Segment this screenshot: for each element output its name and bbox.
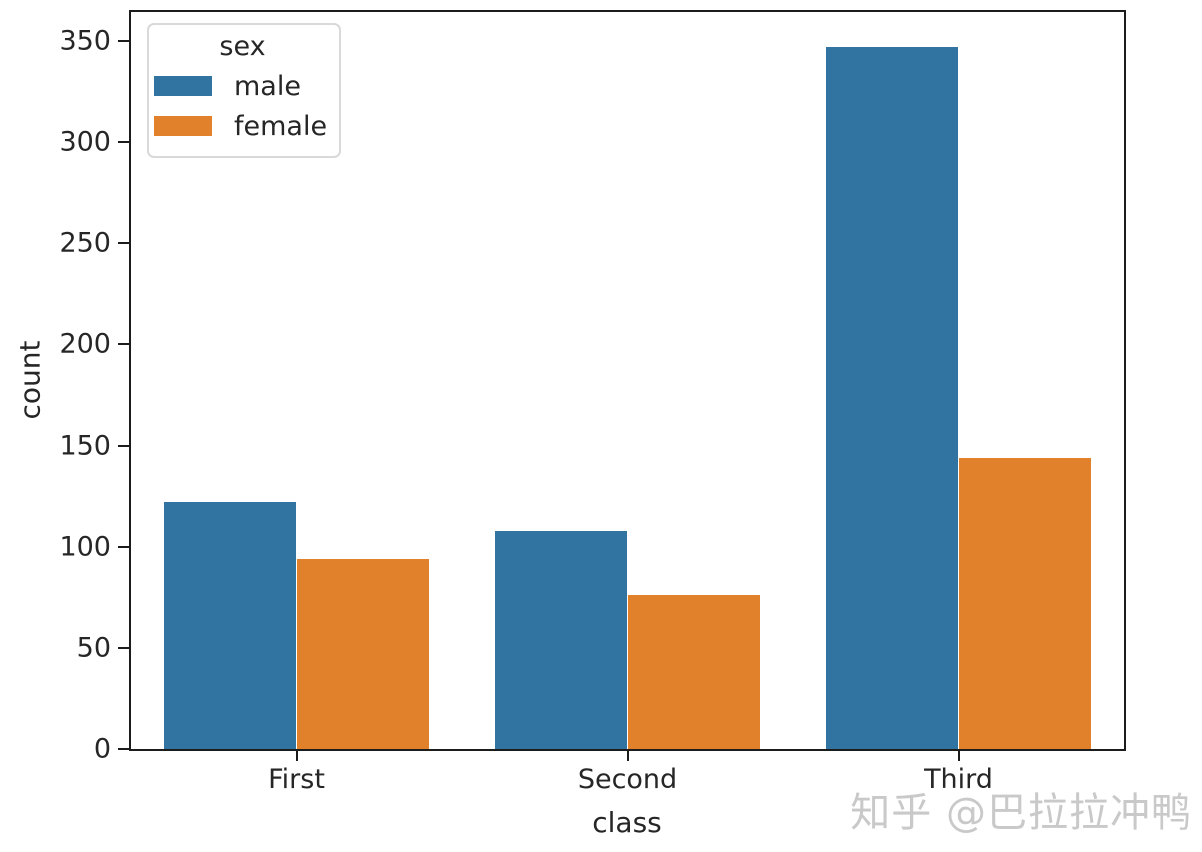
legend-item-male: male xyxy=(154,66,331,106)
y-tick-mark xyxy=(118,748,129,750)
x-tick-label-first: First xyxy=(268,764,325,795)
y-axis-label: count xyxy=(13,340,47,420)
y-tick-label: 50 xyxy=(76,632,111,664)
watermark: 知乎 @巴拉拉冲鸭 xyxy=(850,790,1192,836)
y-tick-label: 0 xyxy=(93,733,111,765)
x-tick-label-second: Second xyxy=(577,764,678,795)
x-tick-mark xyxy=(957,751,960,761)
x-tick-mark xyxy=(626,751,629,761)
y-tick-mark xyxy=(118,242,129,245)
y-tick-mark xyxy=(118,343,129,346)
legend-items: male female xyxy=(154,66,331,146)
y-tick-label: 100 xyxy=(59,531,111,563)
bar-third-male xyxy=(826,47,959,749)
legend-swatch-male xyxy=(154,76,212,96)
x-axis-label: class xyxy=(592,806,662,839)
y-tick-label: 300 xyxy=(59,126,111,158)
y-tick-label: 250 xyxy=(59,227,111,259)
bar-first-male xyxy=(164,502,297,749)
x-tick-label-third: Third xyxy=(924,764,993,795)
y-tick-mark xyxy=(118,646,129,649)
y-tick-mark xyxy=(118,444,129,447)
y-tick-label: 200 xyxy=(59,328,111,360)
y-tick-mark xyxy=(118,545,129,548)
legend-swatch-female xyxy=(154,116,212,136)
plot-area xyxy=(129,10,1126,751)
bar-second-male xyxy=(495,530,628,749)
x-tick-mark xyxy=(295,751,298,761)
legend-item-female: female xyxy=(154,106,331,146)
legend-title: sex xyxy=(219,31,266,62)
legend: sex male female xyxy=(147,23,341,158)
bar-third-female xyxy=(958,457,1091,749)
y-tick-mark xyxy=(118,141,129,144)
legend-label-female: female xyxy=(234,110,328,142)
bar-second-female xyxy=(627,595,760,749)
legend-label-male: male xyxy=(234,70,301,102)
y-tick-label: 150 xyxy=(59,430,111,462)
y-tick-mark xyxy=(118,40,129,43)
y-tick-label: 350 xyxy=(59,25,111,57)
bar-first-female xyxy=(296,558,429,749)
